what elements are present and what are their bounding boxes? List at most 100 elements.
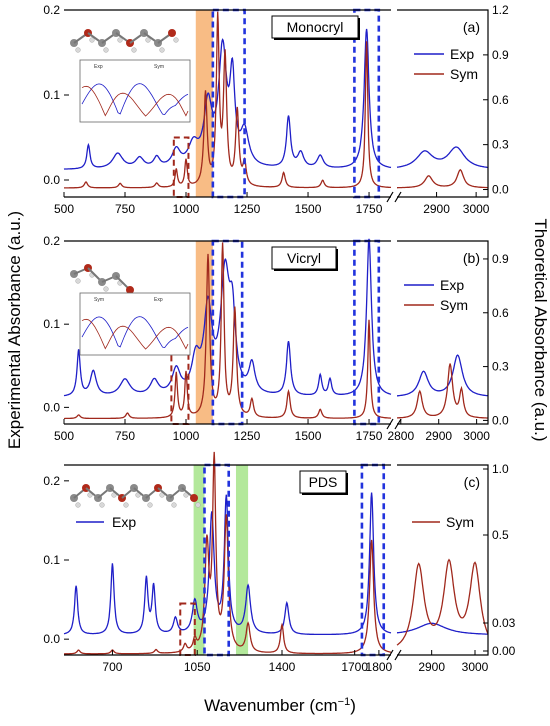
title-box bbox=[271, 246, 337, 270]
panel-1: 500 750 1000 1250 1500 1750 2900 30000.00.10.20… bbox=[43, 3, 509, 216]
molecule-illustration bbox=[70, 484, 201, 508]
series-exp-left bbox=[63, 28, 392, 170]
panels-layer: 500 750 1000 1250 1500 1750 2900 30000.00.10.20… bbox=[43, 3, 515, 674]
y-right-tick-label: 0.5 bbox=[492, 528, 509, 542]
x-axis-label-end: ) bbox=[350, 696, 356, 715]
x-tick-label: 1000 bbox=[173, 202, 200, 216]
series-sym-left bbox=[64, 11, 391, 189]
x-tick-label: 1700 bbox=[341, 660, 368, 674]
inset-curve bbox=[81, 85, 189, 117]
title-box bbox=[299, 470, 347, 494]
oxygen-atom bbox=[190, 494, 198, 502]
inset-plot: Exp Sym bbox=[79, 59, 191, 123]
legend-label-exp: Exp bbox=[112, 514, 136, 530]
highlight-band bbox=[193, 465, 205, 655]
x-tick-label: 3000 bbox=[463, 202, 490, 216]
oxygen-atom bbox=[126, 286, 134, 294]
hydrogen-atom bbox=[117, 37, 123, 43]
inset-plot: Sym Exp bbox=[79, 292, 191, 356]
panel-2: 500 750 1000 1250 1500 1750 2800 2900 30000.00.1… bbox=[43, 234, 509, 443]
x-tick-label: 1500 bbox=[295, 429, 322, 443]
hydrogen-atom bbox=[159, 47, 165, 53]
hydrogen-atom bbox=[123, 502, 129, 508]
hydrogen-atom bbox=[147, 502, 153, 508]
y-right-tick-label: 0.9 bbox=[492, 48, 509, 62]
x-tick-label: 1800 bbox=[366, 660, 393, 674]
hydrogen-atom bbox=[75, 47, 81, 53]
y-right-tick-label: 1.0 bbox=[492, 462, 509, 476]
y-right-tick-label: 0.0 bbox=[492, 183, 509, 197]
inset-curve bbox=[81, 318, 189, 350]
y-left-tick-label: 0.1 bbox=[43, 317, 60, 331]
inset-frame bbox=[79, 59, 191, 123]
panel-label: (c) bbox=[464, 474, 480, 490]
panel-frame bbox=[64, 240, 489, 425]
hydrogen-atom bbox=[195, 502, 201, 508]
series-exp-right bbox=[396, 622, 489, 635]
legend-label-sym: Sym bbox=[440, 297, 468, 313]
hydrogen-atom bbox=[131, 47, 137, 53]
hydrogen-atom bbox=[89, 37, 95, 43]
y-right-tick-label: 0.03 bbox=[492, 616, 516, 630]
legend-label-sym: Sym bbox=[450, 66, 478, 82]
y-left-tick-label: 0.1 bbox=[43, 88, 60, 102]
y-right-tick-label: 0.6 bbox=[492, 306, 509, 320]
panel-frame bbox=[64, 9, 489, 198]
x-tick-label: 700 bbox=[102, 660, 122, 674]
series-sym-right bbox=[397, 363, 488, 419]
x-tick-label: 1250 bbox=[234, 429, 261, 443]
y-right-tick-label: 1.2 bbox=[492, 3, 509, 17]
series-sym-left bbox=[64, 242, 391, 420]
axis-break-mark bbox=[386, 649, 402, 661]
x-tick-label: 3000 bbox=[463, 429, 490, 443]
y-left-tick-label: 0.2 bbox=[43, 474, 60, 488]
y-right-tick-label: 0.0 bbox=[492, 413, 509, 427]
y-right-tick-label: 0.3 bbox=[492, 360, 509, 374]
panel-label: (b) bbox=[463, 250, 480, 266]
inset-frame bbox=[79, 292, 191, 356]
x-tick-label: 1250 bbox=[234, 202, 261, 216]
x-tick-label: 1750 bbox=[356, 202, 383, 216]
x-tick-label: 2900 bbox=[423, 202, 450, 216]
x-tick-label: 500 bbox=[54, 429, 74, 443]
series-sym-right bbox=[396, 558, 489, 646]
inset-curve bbox=[81, 316, 189, 349]
y-left-tick-label: 0.2 bbox=[43, 234, 60, 248]
inset-legend-label: Exp bbox=[94, 64, 103, 70]
x-tick-label: 1000 bbox=[173, 429, 200, 443]
hydrogen-atom bbox=[171, 502, 177, 508]
panel-title: Monocryl bbox=[287, 19, 344, 35]
legend-label-sym: Sym bbox=[446, 514, 474, 530]
hydrogen-atom bbox=[75, 502, 81, 508]
axis-break-mark bbox=[386, 191, 402, 203]
y-left-tick-label: 0.1 bbox=[43, 553, 60, 567]
y-right-tick-label: 0.6 bbox=[492, 93, 509, 107]
molecule-illustration bbox=[70, 29, 179, 53]
y-right-tick-label: 0.3 bbox=[492, 138, 509, 152]
x-tick-label: 3000 bbox=[462, 660, 489, 674]
legend-label-exp: Exp bbox=[450, 46, 474, 62]
legend-label-exp: Exp bbox=[440, 277, 464, 293]
x-tick-label: 2900 bbox=[418, 660, 445, 674]
series-exp-left bbox=[63, 238, 392, 397]
oxygen-atom bbox=[168, 29, 176, 37]
hydrogen-atom bbox=[75, 278, 81, 284]
panel-title: Vicryl bbox=[287, 250, 321, 266]
y-left-tick-label: 0.0 bbox=[43, 400, 60, 414]
hydrogen-atom bbox=[173, 37, 179, 43]
x-tick-label: 1750 bbox=[356, 429, 383, 443]
title-box bbox=[271, 15, 359, 39]
hydrogen-atom bbox=[99, 502, 105, 508]
x-axis-label: Wavenumber (cm−1) bbox=[204, 696, 356, 715]
inset-legend-label: Sym bbox=[94, 297, 104, 303]
y-left-tick-label: 0.0 bbox=[43, 173, 60, 187]
y-left-tick-label: 0.2 bbox=[43, 3, 60, 17]
x-tick-label: 750 bbox=[115, 429, 135, 443]
x-axis-label-main: Wavenumber (cm bbox=[204, 696, 338, 715]
y-right-tick-label: 0.00 bbox=[492, 644, 516, 658]
series-exp-right bbox=[396, 146, 489, 169]
x-tick-label: 750 bbox=[115, 202, 135, 216]
x-tick-label: 2800 bbox=[387, 429, 414, 443]
